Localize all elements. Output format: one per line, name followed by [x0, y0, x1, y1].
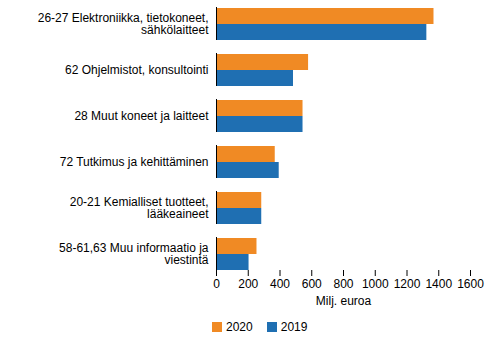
svg-text:72 Tutkimus ja kehittäminen: 72 Tutkimus ja kehittäminen [60, 155, 209, 169]
html-text:2020: 2020 [226, 320, 253, 334]
svg-text:26-27 Elektroniikka, tietokone: 26-27 Elektroniikka, tietokoneet,sähköla… [38, 11, 209, 37]
svg-text:1600: 1600 [457, 277, 484, 291]
svg-text:0: 0 [213, 277, 220, 291]
svg-text:1400: 1400 [425, 277, 452, 291]
svg-text:1000: 1000 [362, 277, 389, 291]
html-text:2019: 2019 [280, 320, 308, 334]
svg-text:200: 200 [238, 277, 258, 291]
svg-text:800: 800 [333, 277, 353, 291]
svg-text:600: 600 [302, 277, 322, 291]
svg-text:28 Muut koneet ja laitteet: 28 Muut koneet ja laitteet [74, 109, 209, 123]
svg-text:Milj. euroa: Milj. euroa [316, 294, 372, 308]
svg-text:20-21 Kemialliset tuotteet,lää: 20-21 Kemialliset tuotteet,lääkeaineet [70, 195, 209, 221]
svg-text:400: 400 [270, 277, 290, 291]
svg-text:58-61,63 Muu informaatio javie: 58-61,63 Muu informaatio javiestintä [59, 241, 209, 267]
svg-text:62 Ohjelmistot, konsultointi: 62 Ohjelmistot, konsultointi [65, 63, 208, 77]
svg-text:1200: 1200 [394, 277, 421, 291]
